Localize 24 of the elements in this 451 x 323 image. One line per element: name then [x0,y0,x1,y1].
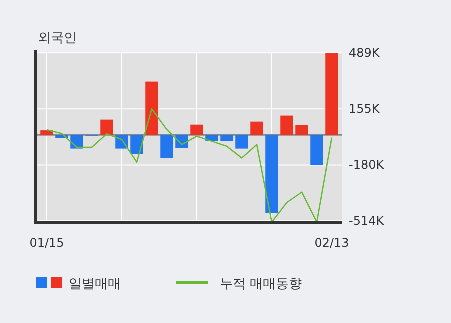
y-tick-label: 155K [349,102,381,116]
x-tick-label: 02/13 [314,236,350,250]
bar [100,120,114,136]
bar [220,135,234,142]
bar [310,135,324,166]
y-tick-label: -514K [349,214,386,228]
y-tick-label: -180K [349,158,386,172]
bar [130,135,144,154]
x-tick-label: 01/15 [30,236,64,250]
legend-label: 누적 매매동향 [220,277,302,292]
bar [160,135,174,158]
bar [146,82,158,136]
bar [190,124,204,136]
bar [70,135,84,149]
chart-title: 외국인 [38,31,77,46]
bar [266,135,278,214]
legend-label: 일별매매 [69,277,121,292]
y-tick-label: 489K [349,46,381,60]
bar [236,135,248,149]
bar [40,130,54,136]
bar [326,53,338,136]
bar [280,116,294,136]
bar [250,122,264,136]
bar [296,125,308,136]
